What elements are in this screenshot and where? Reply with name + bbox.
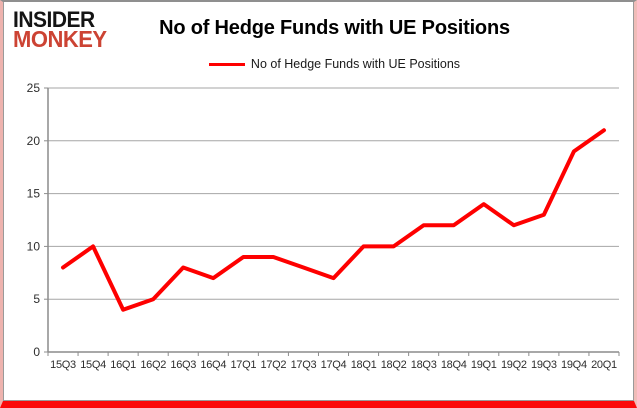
x-tick-label-15Q3: 15Q3 [50, 359, 76, 371]
x-tick-label-16Q4: 16Q4 [200, 359, 226, 371]
x-tick-label-16Q3: 16Q3 [170, 359, 196, 371]
x-tick-label-17Q2: 17Q2 [261, 359, 287, 371]
x-tick-label-17Q4: 17Q4 [321, 359, 347, 371]
y-tick-label-25: 25 [27, 81, 41, 95]
x-tick-label-18Q1: 18Q1 [351, 359, 377, 371]
y-tick-label-0: 0 [33, 345, 40, 359]
x-tick-label-15Q4: 15Q4 [80, 359, 106, 371]
x-tick-label-18Q2: 18Q2 [381, 359, 407, 371]
logo-monkey-text: MONKEY [13, 26, 107, 53]
x-tick-label-18Q4: 18Q4 [441, 359, 467, 371]
x-tick-label-18Q3: 18Q3 [411, 359, 437, 371]
series-line-hedge-funds [61, 128, 606, 312]
x-tick-label-19Q4: 19Q4 [561, 359, 587, 371]
line-chart-svg: 0 5 10 15 20 25 15Q3 15Q4 16Q1 16Q2 16Q3 16Q4 17Q1 17… [27, 81, 620, 371]
x-tick-label-19Q3: 19Q3 [531, 359, 557, 371]
y-tick-label-10: 10 [27, 239, 41, 253]
y-tick-label-15: 15 [27, 187, 41, 201]
legend-label: No of Hedge Funds with UE Positions [250, 57, 461, 71]
line-chart-plot-area: 0 5 10 15 20 25 15Q3 15Q4 16Q1 16Q2 16Q3 16Q4 17Q1 17… [3, 2, 634, 401]
x-tick-label-19Q1: 19Q1 [471, 359, 497, 371]
x-tick-label-20Q1: 20Q1 [591, 359, 617, 371]
x-tick-label-16Q2: 16Q2 [140, 359, 166, 371]
x-tick-label-16Q1: 16Q1 [110, 359, 136, 371]
x-tick-label-19Q2: 19Q2 [501, 359, 527, 371]
y-tick-label-20: 20 [27, 134, 41, 148]
x-tick-label-17Q3: 17Q3 [291, 359, 317, 371]
logo-insider-text: INSIDER [13, 7, 95, 33]
legend-line-swatch [208, 62, 245, 66]
insider-monkey-logo: INSIDER MONKEY [13, 7, 107, 53]
x-tick-label-17Q1: 17Q1 [230, 359, 256, 371]
chart-legend: No of Hedge Funds with UE Positions [48, 57, 621, 71]
chart-title: No of Hedge Funds with UE Positions [159, 17, 510, 39]
y-tick-label-5: 5 [33, 292, 40, 306]
